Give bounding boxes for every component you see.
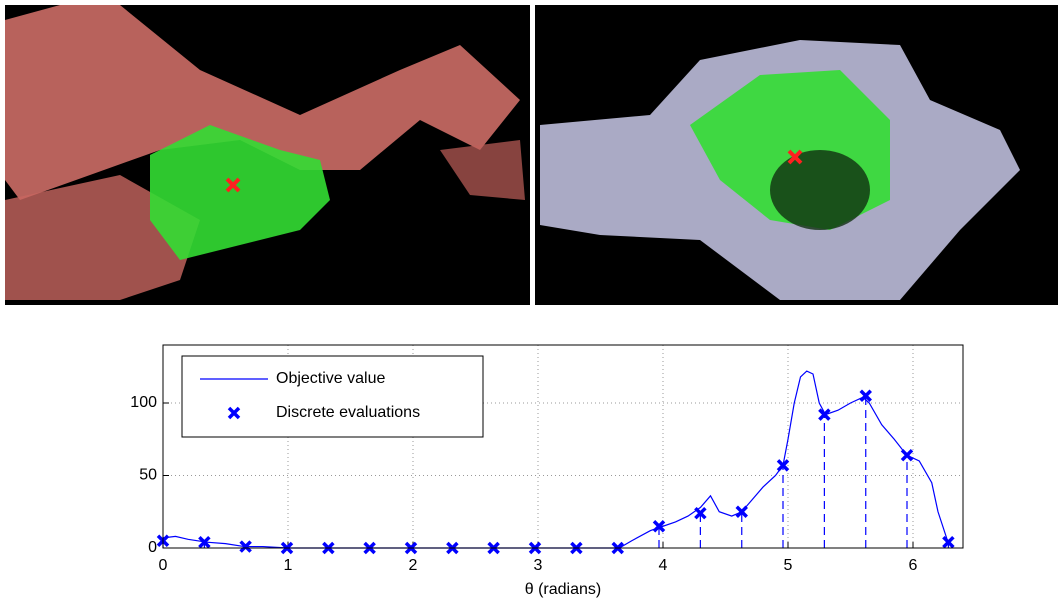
point-cloud-left xyxy=(5,5,530,305)
x-tick-label: 3 xyxy=(534,557,543,574)
legend: Objective value Discrete evaluations xyxy=(182,356,483,437)
legend-label: Discrete evaluations xyxy=(276,404,420,421)
legend-label: Objective value xyxy=(276,370,385,387)
x-tick-label: 0 xyxy=(159,557,168,574)
point-cloud-right xyxy=(535,5,1058,305)
x-tick-label: 2 xyxy=(409,557,418,574)
x-tick-label: 5 xyxy=(784,557,793,574)
y-tick-label: 0 xyxy=(148,539,157,556)
x-axis-label: θ (radians) xyxy=(525,581,601,598)
y-tick-label: 100 xyxy=(130,394,157,411)
figure: 0 1 2 3 4 5 6 0 50 100 θ (radians) Objective value… xyxy=(0,0,1063,606)
y-tick-label: 50 xyxy=(139,467,157,484)
x-tick-label: 1 xyxy=(284,557,293,574)
x-tick-label: 6 xyxy=(909,557,918,574)
x-tick-label: 4 xyxy=(659,557,668,574)
legend-box xyxy=(182,356,483,437)
